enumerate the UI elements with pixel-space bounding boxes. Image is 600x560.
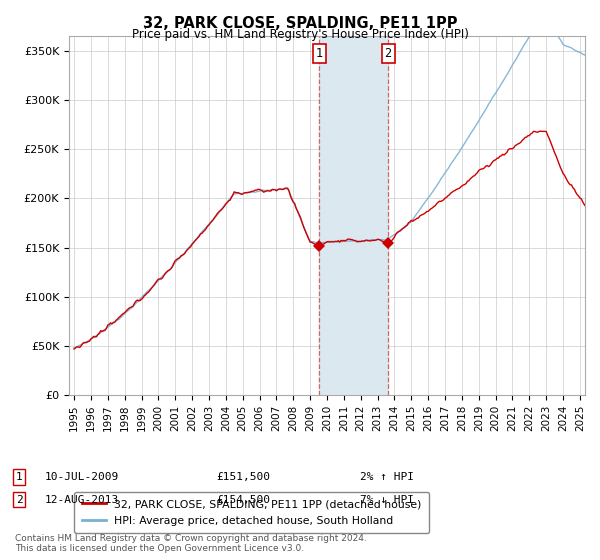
- Text: Contains HM Land Registry data © Crown copyright and database right 2024.
This d: Contains HM Land Registry data © Crown c…: [15, 534, 367, 553]
- Text: 2: 2: [16, 494, 23, 505]
- Text: £154,500: £154,500: [216, 494, 270, 505]
- Text: 7% ↓ HPI: 7% ↓ HPI: [360, 494, 414, 505]
- Text: 1: 1: [16, 472, 23, 482]
- Text: 10-JUL-2009: 10-JUL-2009: [45, 472, 119, 482]
- Text: 12-AUG-2013: 12-AUG-2013: [45, 494, 119, 505]
- Bar: [319, 36, 388, 395]
- Text: 2: 2: [385, 46, 392, 59]
- Text: 32, PARK CLOSE, SPALDING, PE11 1PP: 32, PARK CLOSE, SPALDING, PE11 1PP: [143, 16, 457, 31]
- Text: Price paid vs. HM Land Registry's House Price Index (HPI): Price paid vs. HM Land Registry's House …: [131, 28, 469, 41]
- Text: 1: 1: [316, 46, 323, 59]
- Legend: 32, PARK CLOSE, SPALDING, PE11 1PP (detached house), HPI: Average price, detache: 32, PARK CLOSE, SPALDING, PE11 1PP (deta…: [74, 492, 430, 533]
- Text: 2% ↑ HPI: 2% ↑ HPI: [360, 472, 414, 482]
- Text: £151,500: £151,500: [216, 472, 270, 482]
